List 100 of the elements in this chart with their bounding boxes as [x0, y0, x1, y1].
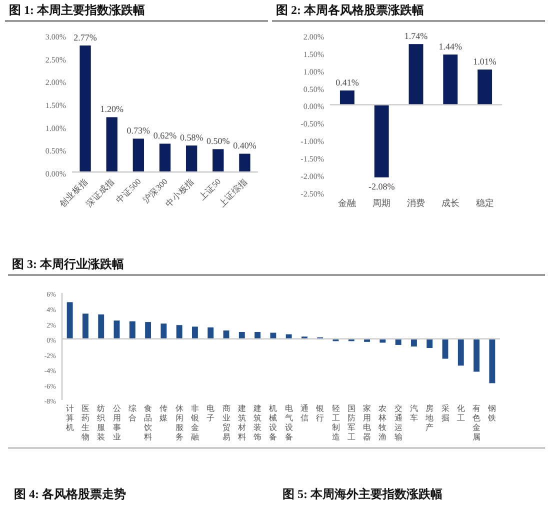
- data-label: 2.77%: [74, 32, 98, 43]
- x-tick-label: 机械设备: [269, 404, 278, 442]
- bar: [408, 44, 424, 105]
- data-label: 0.58%: [180, 132, 204, 143]
- y-tick-label: 1.00%: [45, 124, 66, 133]
- bar: [458, 338, 464, 366]
- bar: [192, 326, 198, 339]
- x-tick-label: 上证50: [196, 176, 223, 202]
- x-tick-label: 建筑材料: [236, 404, 246, 442]
- data-label: 0.50%: [206, 136, 230, 146]
- bar: [106, 117, 118, 172]
- x-tick-label: 消费: [407, 198, 425, 208]
- bar: [270, 332, 276, 339]
- x-tick-label: 有色金属: [472, 404, 481, 442]
- x-tick-label: 成长: [441, 198, 460, 208]
- bar: [478, 70, 492, 105]
- x-tick-label: 农林牧渔: [378, 404, 387, 442]
- data-label: 1.74%: [404, 31, 428, 42]
- bar: [238, 332, 245, 339]
- y-tick-label: 0.00%: [303, 102, 324, 112]
- y-tick-label: 2.00%: [45, 78, 66, 88]
- x-tick-label: 交通运输: [394, 404, 402, 442]
- x-tick-label: 商业贸易: [222, 404, 230, 442]
- data-label: 0.41%: [336, 77, 360, 88]
- bar: [239, 154, 250, 172]
- caption: 图 4: 各风格股票走势: [14, 487, 126, 501]
- x-tick-label: 休闲服务: [175, 404, 184, 442]
- x-tick-label: 化工: [456, 404, 465, 422]
- x-tick-label: 汽车: [410, 404, 418, 422]
- data-label: 0.40%: [233, 140, 257, 151]
- y-tick-label: 1.00%: [303, 67, 324, 76]
- bar: [395, 338, 402, 345]
- y-tick-label: 3.00%: [45, 32, 66, 42]
- bar: [98, 314, 104, 339]
- y-tick-label: -2.00%: [300, 172, 324, 181]
- x-tick-label: 纺织服装: [97, 404, 106, 442]
- y-tick-label: -1.50%: [300, 154, 324, 164]
- bar: [129, 321, 136, 339]
- x-tick-label: 房地产: [424, 404, 434, 432]
- bar: [159, 144, 171, 172]
- y-tick-label: 1.50%: [303, 50, 324, 59]
- bar: [474, 338, 480, 372]
- x-tick-label: 稳定: [476, 198, 494, 208]
- x-tick-label: 通信: [300, 404, 308, 422]
- x-tick-label: 传媒: [160, 404, 168, 422]
- x-tick-label: 采掘: [441, 404, 450, 422]
- y-tick-label: 0.00%: [45, 169, 66, 178]
- bar: [340, 90, 354, 105]
- x-tick-label: 周期: [372, 198, 391, 208]
- bar: [410, 338, 417, 346]
- bar: [186, 146, 198, 172]
- bar: [132, 138, 144, 172]
- bar: [66, 302, 73, 339]
- chart-title: 图 2: 本周各风格股票涨跌幅: [276, 3, 424, 17]
- data-label: 0.73%: [126, 126, 151, 136]
- caption: 图 5: 本周海外主要指数涨跌幅: [282, 487, 442, 501]
- x-tick-label: 轻工制造: [332, 404, 340, 442]
- x-tick-label: 金融: [338, 198, 356, 208]
- bar: [489, 338, 496, 384]
- x-tick-label: 食品饮料: [143, 404, 152, 442]
- bar: [212, 149, 224, 172]
- y-tick-label: 2.50%: [45, 55, 66, 64]
- x-tick-label: 公用事业: [112, 404, 121, 442]
- x-tick-label: 钢铁: [487, 404, 496, 422]
- y-tick-label: 2.00%: [303, 32, 324, 42]
- chart-title: 图 3: 本周行业涨跌幅: [12, 257, 124, 271]
- bar: [114, 320, 120, 339]
- bar: [176, 325, 182, 339]
- x-tick-label: 银行: [315, 404, 324, 422]
- x-tick-label: 中证500: [114, 176, 143, 206]
- bar: [374, 104, 389, 178]
- x-tick-label: 电子: [206, 404, 215, 422]
- y-tick-label: -1.00%: [300, 137, 324, 146]
- x-tick-label: 综合: [128, 404, 136, 422]
- x-tick-label: 医药生物: [81, 404, 90, 442]
- bar: [160, 324, 167, 339]
- bar: [443, 54, 458, 105]
- y-tick-label: -2.50%: [300, 189, 324, 198]
- bar: [80, 46, 91, 172]
- y-tick-label: 0.50%: [303, 84, 324, 94]
- y-tick-label: 1.50%: [45, 100, 66, 110]
- data-label: 1.01%: [473, 56, 497, 67]
- bar: [426, 338, 433, 348]
- data-label: 0.62%: [153, 130, 178, 141]
- y-tick-label: -0.50%: [300, 120, 324, 129]
- y-tick-label: 0.50%: [45, 146, 66, 156]
- data-label: -2.08%: [368, 181, 396, 192]
- x-tick-label: 非银金融: [190, 404, 199, 442]
- bar: [208, 327, 214, 339]
- x-tick-label: 建筑装饰: [252, 404, 262, 442]
- bar: [254, 332, 261, 339]
- bar: [82, 314, 88, 339]
- chart-title: 图 1: 本周主要指数涨跌幅: [9, 3, 145, 17]
- data-label: 1.20%: [100, 104, 124, 114]
- x-tick-label: 国防军工: [347, 404, 356, 442]
- bar: [145, 322, 152, 339]
- x-tick-label: 电气设备: [284, 404, 293, 442]
- x-tick-label: 家用电器: [363, 404, 372, 442]
- x-tick-label: 计算机: [66, 404, 74, 432]
- data-label: 1.44%: [438, 42, 463, 52]
